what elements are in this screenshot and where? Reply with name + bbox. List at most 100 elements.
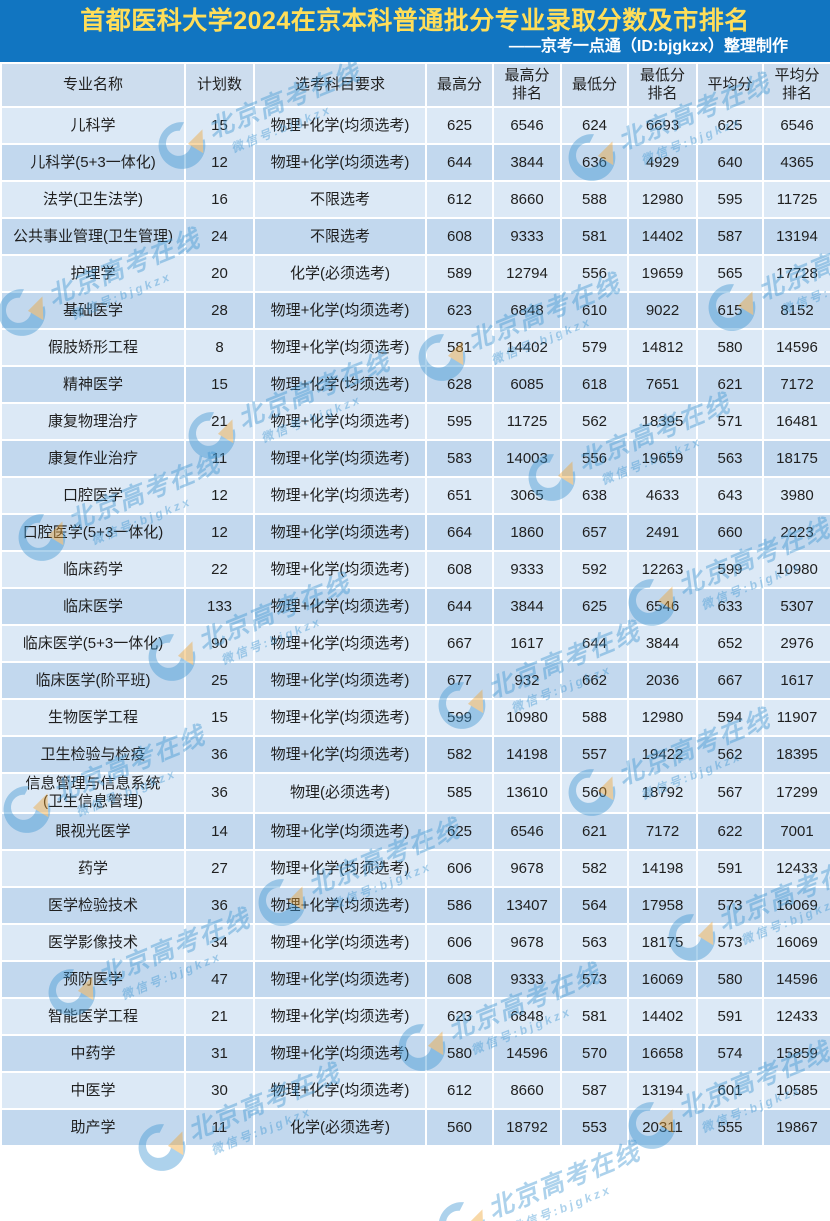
table-cell: 14402: [627, 997, 698, 1036]
table-row: 助产学 11 化学(必须选考) 560 18792 553 20311 555 19867: [0, 1108, 830, 1147]
table-cell: 18395: [762, 735, 830, 774]
table-row: 眼视光医学 14 物理+化学(均须选考) 625 6546 621 7172 622 7001: [0, 812, 830, 851]
table-cell: 6546: [492, 812, 562, 851]
table-cell: 667: [696, 661, 764, 700]
table-cell: 14198: [492, 735, 562, 774]
table-cell: 90: [184, 624, 255, 663]
table-cell: 625: [425, 106, 494, 145]
table-cell: 物理+化学(均须选考): [253, 661, 427, 700]
table-row: 口腔医学 12 物理+化学(均须选考) 651 3065 638 4633 643 3980: [0, 476, 830, 515]
table-cell: 7172: [762, 365, 830, 404]
major-name-cell: 临床医学(5+3一体化): [0, 624, 186, 663]
table-row: 医学影像技术 34 物理+化学(均须选考) 606 9678 563 18175 573 160…: [0, 923, 830, 962]
table-cell: 11907: [762, 698, 830, 737]
table-cell: 580: [425, 1034, 494, 1073]
table-cell: 12980: [627, 180, 698, 219]
table-cell: 30: [184, 1071, 255, 1110]
table-cell: 19659: [627, 254, 698, 293]
table-cell: 615: [696, 291, 764, 330]
table-row: 生物医学工程 15 物理+化学(均须选考) 599 10980 588 12980 594 11…: [0, 698, 830, 737]
table-cell: 601: [696, 1071, 764, 1110]
table-cell: 16069: [762, 923, 830, 962]
table-cell: 586: [425, 886, 494, 925]
table-cell: 2491: [627, 513, 698, 552]
table-cell: 592: [560, 550, 629, 589]
table-cell: 7172: [627, 812, 698, 851]
table-cell: 628: [425, 365, 494, 404]
table-cell: 12980: [627, 698, 698, 737]
table-cell: 7001: [762, 812, 830, 851]
table-cell: 16658: [627, 1034, 698, 1073]
table-row: 智能医学工程 21 物理+化学(均须选考) 623 6848 581 14402 591 124…: [0, 997, 830, 1036]
major-name-cell: 护理学: [0, 254, 186, 293]
table-cell: 物理+化学(均须选考): [253, 886, 427, 925]
table-cell: 2976: [762, 624, 830, 663]
table-row: 法学(卫生法学) 16 不限选考 612 8660 588 12980 595 11725: [0, 180, 830, 219]
table-cell: 612: [425, 1071, 494, 1110]
major-name-cell: 中医学: [0, 1071, 186, 1110]
table-cell: 3065: [492, 476, 562, 515]
table-cell: 5307: [762, 587, 830, 626]
table-cell: 644: [425, 143, 494, 182]
table-cell: 物理+化学(均须选考): [253, 849, 427, 888]
major-name-cell: 药学: [0, 849, 186, 888]
major-name-cell: 康复物理治疗: [0, 402, 186, 441]
table-cell: 15: [184, 365, 255, 404]
table-cell: 589: [425, 254, 494, 293]
table-cell: 不限选考: [253, 217, 427, 256]
table-row: 康复物理治疗 21 物理+化学(均须选考) 595 11725 562 18395 571 16…: [0, 402, 830, 441]
table-cell: 595: [696, 180, 764, 219]
table-row: 护理学 20 化学(必须选考) 589 12794 556 19659 565 17728: [0, 254, 830, 293]
table-row: 假肢矫形工程 8 物理+化学(均须选考) 581 14402 579 14812 580 145…: [0, 328, 830, 367]
column-header: 最低分 排名: [627, 62, 698, 108]
table-cell: 574: [696, 1034, 764, 1073]
table-cell: 560: [425, 1108, 494, 1147]
major-name-cell: 临床医学(阶平班): [0, 661, 186, 700]
table-cell: 15859: [762, 1034, 830, 1073]
column-header: 最高分: [425, 62, 494, 108]
table-cell: 9678: [492, 849, 562, 888]
table-cell: 11725: [762, 180, 830, 219]
table-cell: 物理+化学(均须选考): [253, 1034, 427, 1073]
table-cell: 18395: [627, 402, 698, 441]
table-cell: 17728: [762, 254, 830, 293]
table-cell: 581: [560, 997, 629, 1036]
table-cell: 652: [696, 624, 764, 663]
table-cell: 621: [696, 365, 764, 404]
table-header-row: 专业名称 计划数 选考科目要求 最高分 最高分 排名 最低分 最低分 排名 平均分 平均分 排名: [0, 62, 830, 108]
table-cell: 8660: [492, 1071, 562, 1110]
table-cell: 13610: [492, 772, 562, 814]
major-name-cell: 中药学: [0, 1034, 186, 1073]
table-cell: 660: [696, 513, 764, 552]
table-cell: 17299: [762, 772, 830, 814]
table-cell: 11: [184, 1108, 255, 1147]
table-row: 康复作业治疗 11 物理+化学(均须选考) 583 14003 556 19659 563 18…: [0, 439, 830, 478]
table-cell: 6693: [627, 106, 698, 145]
table-cell: 14003: [492, 439, 562, 478]
table-cell: 11: [184, 439, 255, 478]
table-row: 中药学 31 物理+化学(均须选考) 580 14596 570 16658 574 15859: [0, 1034, 830, 1073]
table-cell: 物理+化学(均须选考): [253, 997, 427, 1036]
table-cell: 12263: [627, 550, 698, 589]
table-cell: 36: [184, 886, 255, 925]
table-cell: 19659: [627, 439, 698, 478]
table-cell: 562: [696, 735, 764, 774]
table-cell: 8152: [762, 291, 830, 330]
major-name-cell: 临床药学: [0, 550, 186, 589]
table-cell: 19867: [762, 1108, 830, 1147]
table-cell: 555: [696, 1108, 764, 1147]
table-cell: 622: [696, 812, 764, 851]
table-cell: 556: [560, 439, 629, 478]
table-cell: 15: [184, 106, 255, 145]
table-cell: 588: [560, 180, 629, 219]
table-cell: 4365: [762, 143, 830, 182]
table-cell: 31: [184, 1034, 255, 1073]
table-cell: 14812: [627, 328, 698, 367]
table-cell: 6546: [492, 106, 562, 145]
table-cell: 化学(必须选考): [253, 1108, 427, 1147]
table-cell: 物理+化学(均须选考): [253, 439, 427, 478]
table-cell: 9333: [492, 550, 562, 589]
table-cell: 612: [425, 180, 494, 219]
table-row: 精神医学 15 物理+化学(均须选考) 628 6085 618 7651 621 7172: [0, 365, 830, 404]
table-cell: 587: [696, 217, 764, 256]
